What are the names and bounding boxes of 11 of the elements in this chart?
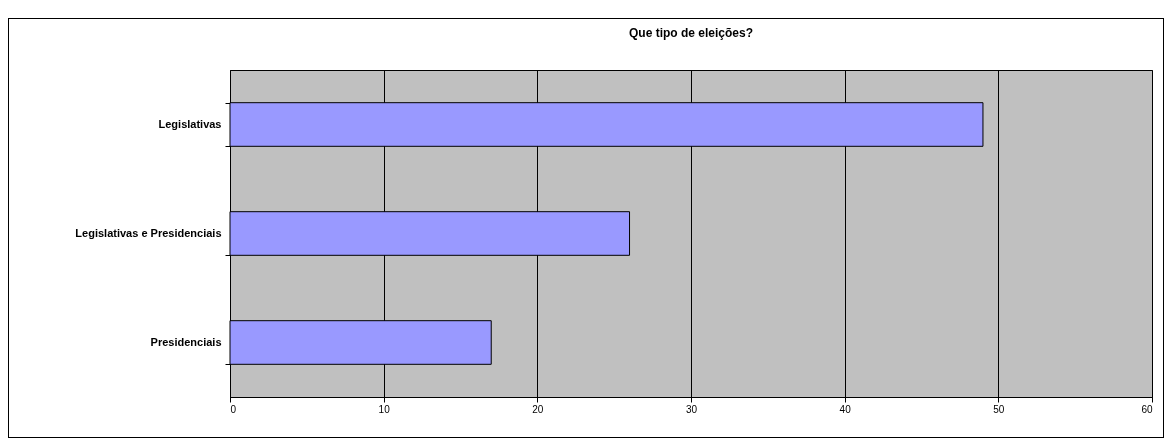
x-tick-label: 10 — [378, 403, 391, 415]
x-tick-label: 60 — [1141, 403, 1153, 415]
x-tick-label: 40 — [839, 403, 852, 415]
x-tick-label: 0 — [230, 403, 237, 415]
chart-title: Que tipo de eleições? — [628, 26, 754, 40]
x-tick-label: 50 — [993, 403, 1005, 415]
y-tick-label: Presidenciais — [150, 336, 222, 348]
y-tick-label: Legislativas — [158, 118, 222, 130]
x-tick-label: 20 — [532, 403, 544, 415]
y-tick-label: Legislativas e Presidenciais — [75, 227, 222, 239]
x-tick-label: 30 — [685, 403, 698, 415]
